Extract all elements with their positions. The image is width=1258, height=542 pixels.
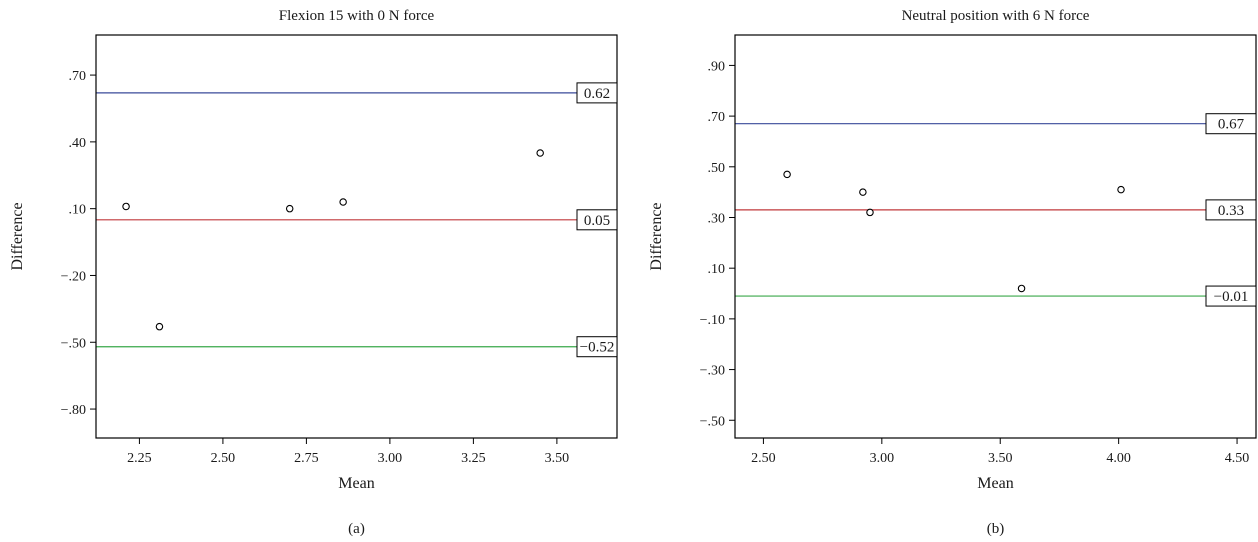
data-point	[339, 198, 347, 206]
x-tick-label: 2.50	[211, 451, 236, 466]
chart-title: Neutral position with 6 N force	[902, 8, 1090, 24]
y-tick-label: −.30	[700, 364, 725, 379]
x-axis-label: Mean	[338, 475, 374, 492]
plot-frame	[95, 34, 618, 439]
reference-label: 0.67	[1218, 117, 1245, 133]
reference-label: −0.52	[580, 340, 615, 356]
y-tick-label: −.10	[700, 313, 725, 328]
panel-caption: (b)	[987, 521, 1005, 537]
y-tick-label: −.80	[61, 403, 86, 418]
y-tick-label: .30	[708, 211, 726, 226]
data-point	[1117, 185, 1125, 194]
x-tick-label: 2.75	[294, 451, 319, 466]
y-tick-label: −.50	[61, 336, 86, 351]
reference-label-box	[576, 82, 618, 104]
x-tick-label: 4.50	[1225, 451, 1250, 466]
data-point	[122, 202, 130, 211]
data-point	[155, 322, 164, 331]
y-axis-label: Difference	[9, 202, 26, 270]
reference-label-box	[576, 336, 618, 358]
data-point	[1017, 284, 1026, 293]
x-tick-label: 2.25	[127, 451, 152, 466]
data-point	[859, 188, 867, 196]
data-point	[783, 170, 791, 179]
reference-label-box	[1205, 285, 1257, 307]
data-point	[285, 204, 294, 213]
y-tick-label: .70	[69, 69, 87, 84]
reference-label-box	[1205, 199, 1257, 221]
reference-label: 0.62	[584, 86, 610, 102]
data-point	[536, 149, 544, 157]
panel-caption: (a)	[348, 521, 365, 537]
y-tick-label: −.50	[700, 414, 725, 429]
x-tick-label: 3.50	[988, 451, 1013, 466]
reference-label: −0.01	[1214, 289, 1249, 305]
x-tick-label: 3.25	[461, 451, 486, 466]
x-axis-label: Mean	[977, 475, 1013, 492]
y-tick-label: .70	[708, 110, 726, 125]
x-tick-label: 3.50	[545, 451, 570, 466]
y-tick-label: .40	[69, 136, 87, 151]
chart-panel-a: Flexion 15 with 0 N force .70 .40 .10 −.20 −.…	[9, 8, 618, 537]
x-tick-label: 3.00	[378, 451, 403, 466]
x-tick-label: 3.00	[870, 451, 895, 466]
y-axis-label: Difference	[648, 202, 665, 270]
x-tick-label: 2.50	[751, 451, 776, 466]
reference-label-box	[576, 209, 618, 231]
y-tick-label: .50	[708, 161, 726, 176]
chart-title: Flexion 15 with 0 N force	[279, 8, 435, 24]
y-tick-label: .10	[69, 203, 87, 218]
y-tick-label: .90	[708, 59, 726, 74]
chart-panel-b: Neutral position with 6 N force .90 .70 .50…	[648, 8, 1257, 537]
x-tick-label: 4.00	[1106, 451, 1131, 466]
data-point	[866, 208, 874, 217]
y-tick-label: .10	[708, 262, 726, 277]
reference-label: 0.33	[1218, 203, 1244, 219]
y-tick-label: −.20	[61, 269, 86, 284]
reference-label-box	[1205, 113, 1257, 135]
reference-label: 0.05	[584, 213, 610, 229]
plot-frame	[734, 34, 1257, 439]
